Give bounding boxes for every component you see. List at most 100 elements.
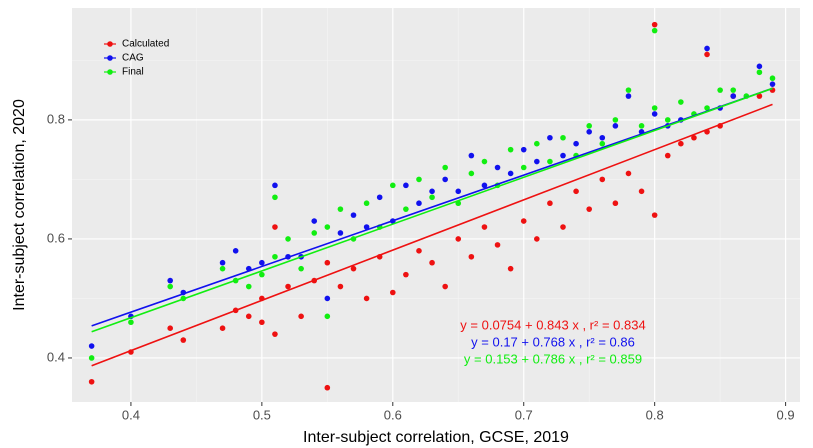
point <box>363 295 370 302</box>
point <box>363 224 370 230</box>
point <box>664 117 671 123</box>
point <box>586 128 592 135</box>
point <box>298 265 304 272</box>
point <box>285 283 291 290</box>
point <box>730 87 737 93</box>
point <box>651 27 658 34</box>
point <box>468 170 475 177</box>
point <box>429 188 435 195</box>
point <box>612 117 619 123</box>
point <box>324 295 331 302</box>
point <box>429 194 435 201</box>
point <box>704 45 710 52</box>
point <box>507 265 514 272</box>
legend-label: CAG <box>122 53 144 64</box>
point <box>442 164 448 171</box>
point <box>416 200 422 207</box>
point <box>403 206 409 212</box>
x-tick-label: 0.6 <box>384 407 402 422</box>
point <box>416 176 422 183</box>
point <box>219 265 226 272</box>
point <box>520 146 527 153</box>
point <box>520 164 527 171</box>
point <box>651 21 658 28</box>
point <box>180 337 187 343</box>
point <box>403 182 409 189</box>
point <box>691 134 697 141</box>
point <box>638 188 645 195</box>
point <box>337 230 344 236</box>
point <box>560 134 566 141</box>
point <box>455 236 462 242</box>
y-tick-label: 0.6 <box>47 230 65 245</box>
point <box>769 87 776 93</box>
point <box>219 325 226 331</box>
fit-line <box>91 103 773 367</box>
y-tick-label: 0.8 <box>47 111 65 126</box>
fit-line <box>91 87 773 327</box>
legend-label: Calculated <box>122 39 169 50</box>
point <box>272 182 278 189</box>
point <box>298 313 304 320</box>
point <box>324 224 331 230</box>
point <box>547 158 553 165</box>
point <box>651 111 658 117</box>
point <box>232 248 239 254</box>
point <box>612 200 619 207</box>
point <box>468 152 475 159</box>
point <box>442 176 448 183</box>
point <box>259 319 265 326</box>
y-tick-label: 0.4 <box>47 349 65 364</box>
annotation: y = 0.153 + 0.786 x , r² = 0.859 <box>464 351 642 366</box>
point <box>507 170 514 177</box>
point <box>547 200 553 207</box>
point <box>455 188 462 195</box>
point <box>534 158 540 165</box>
point <box>350 212 357 218</box>
point <box>389 289 396 296</box>
legend-label: Final <box>122 67 144 78</box>
point <box>534 236 540 242</box>
point <box>88 378 95 385</box>
point <box>494 164 501 171</box>
point <box>651 105 658 111</box>
x-tick-label: 0.5 <box>253 407 271 422</box>
point <box>219 259 226 266</box>
point <box>272 253 278 260</box>
point <box>416 248 422 254</box>
x-tick-label: 0.8 <box>646 407 664 422</box>
point <box>285 236 291 242</box>
point <box>376 194 383 201</box>
point <box>337 283 344 290</box>
point <box>350 265 357 272</box>
point <box>573 140 579 147</box>
point <box>520 218 527 224</box>
point <box>389 182 396 189</box>
point <box>429 259 435 266</box>
x-axis-title: Inter-subject correlation, GCSE, 2019 <box>303 429 569 446</box>
point <box>756 63 763 70</box>
point <box>494 242 501 248</box>
point <box>88 343 95 349</box>
point <box>678 140 684 147</box>
point <box>547 134 553 141</box>
point <box>507 146 514 153</box>
point <box>442 283 448 290</box>
point <box>324 313 331 320</box>
point <box>534 140 540 147</box>
point <box>625 93 632 99</box>
point <box>678 99 684 105</box>
point <box>664 152 671 159</box>
point <box>272 331 278 337</box>
point <box>311 230 318 236</box>
point <box>363 200 370 207</box>
point <box>167 277 174 284</box>
point <box>88 355 95 361</box>
point <box>599 140 606 147</box>
point <box>704 51 710 58</box>
point <box>245 283 252 290</box>
x-tick-label: 0.7 <box>515 407 533 422</box>
x-tick-label: 0.4 <box>122 407 140 422</box>
point <box>481 158 488 165</box>
point <box>259 259 265 266</box>
